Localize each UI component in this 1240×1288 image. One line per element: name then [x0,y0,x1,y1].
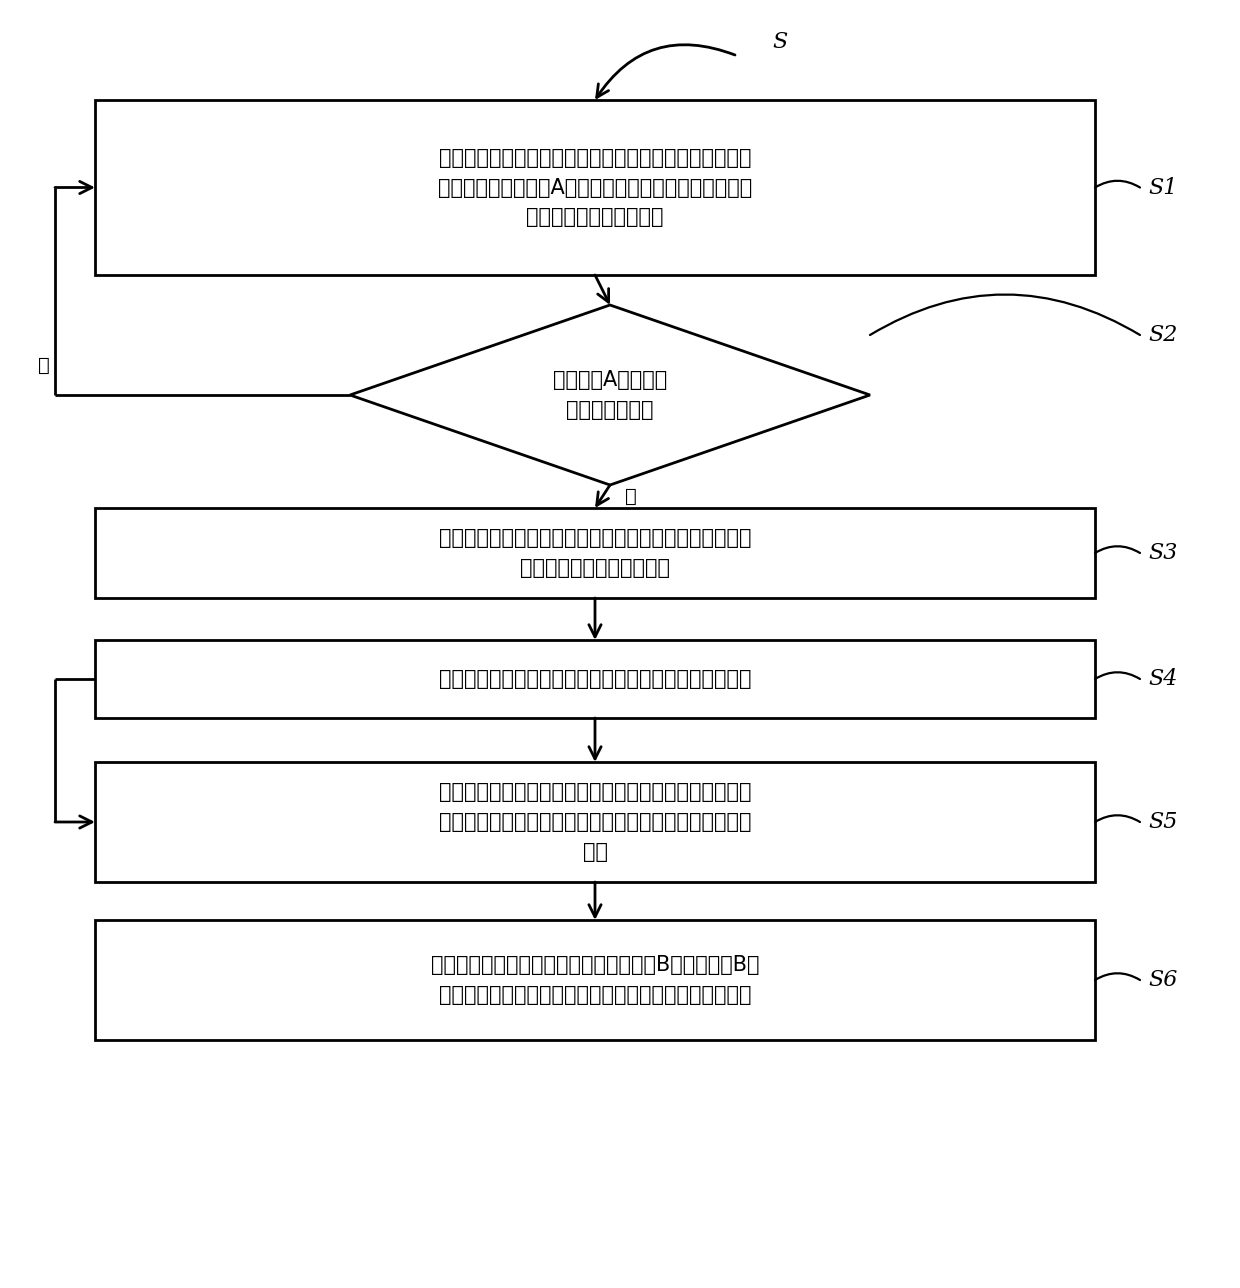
Text: S: S [773,31,787,53]
Text: S2: S2 [1148,325,1177,346]
Bar [95,920,1095,1039]
Text: 判断比值A是否小于
临界流动压力比: 判断比值A是否小于 临界流动压力比 [553,370,667,420]
Text: S5: S5 [1148,811,1177,833]
Text: S3: S3 [1148,542,1177,564]
Text: S1: S1 [1148,176,1177,198]
Text: 是: 是 [625,487,637,506]
Text: 获取页岩气井当前的井口油压和管线回压，并计算管线回
压与井口油压的比值A，基于气体的绝热指数计算气井井
口当前的临界流动压力比: 获取页岩气井当前的井口油压和管线回压，并计算管线回 压与井口油压的比值A，基于气… [438,148,753,227]
Text: 根据压力差与压力下降边界的关系，调整油嘴阀门的开度: 根据压力差与压力下降边界的关系，调整油嘴阀门的开度 [439,668,751,689]
Text: 在设定时间内按设定频率采集井口油压和管线回压，并计
算设定时间内井口油压和管线回压的油压平均值和回压平
均值: 在设定时间内按设定频率采集井口油压和管线回压，并计 算设定时间内井口油压和管线回… [439,782,751,862]
Text: S6: S6 [1148,969,1177,990]
FancyArrowPatch shape [870,295,1140,335]
FancyArrowPatch shape [1095,180,1140,188]
Bar [95,640,1095,717]
Bar [95,762,1095,882]
FancyArrowPatch shape [1095,672,1140,679]
Text: 计算油压平均值和回压平均值之间的比值B，根据比值B与
临界流动压力比值边界之间的关系，调整油嘴阀门的开度: 计算油压平均值和回压平均值之间的比值B，根据比值B与 临界流动压力比值边界之间的… [430,956,759,1005]
FancyArrowPatch shape [1095,974,1140,980]
Text: S4: S4 [1148,668,1177,690]
FancyArrowPatch shape [1095,815,1140,822]
Bar [95,100,1095,276]
Bar [95,507,1095,598]
Text: 否: 否 [38,355,50,375]
FancyArrowPatch shape [1095,546,1140,553]
Polygon shape [350,305,870,486]
FancyArrowPatch shape [596,45,735,98]
Text: 按设定频率采集页岩气井的井口压力，并计算井口压力与
初始井口压力之间的压力差: 按设定频率采集页岩气井的井口压力，并计算井口压力与 初始井口压力之间的压力差 [439,528,751,578]
